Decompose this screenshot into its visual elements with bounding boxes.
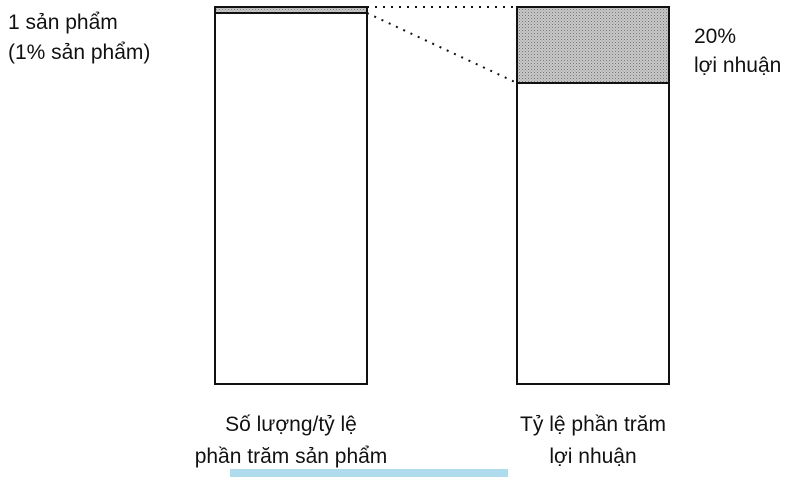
connector	[366, 12, 518, 84]
label: 1 sản phẩm	[8, 11, 118, 34]
highlight	[230, 469, 508, 477]
label: (1% sản phẩm)	[8, 41, 150, 64]
caption: lợi nhuận	[549, 445, 636, 468]
caption: phần trăm sản phẩm	[195, 445, 388, 468]
right-bar-segment	[516, 6, 670, 84]
label: lợi nhuận	[694, 54, 781, 77]
left-bar-segment	[214, 6, 368, 14]
label: 20%	[694, 25, 736, 48]
left-bar	[214, 6, 368, 385]
caption: Tỷ lệ phần trăm	[520, 413, 666, 436]
caption: Số lượng/tỷ lệ	[225, 413, 357, 436]
